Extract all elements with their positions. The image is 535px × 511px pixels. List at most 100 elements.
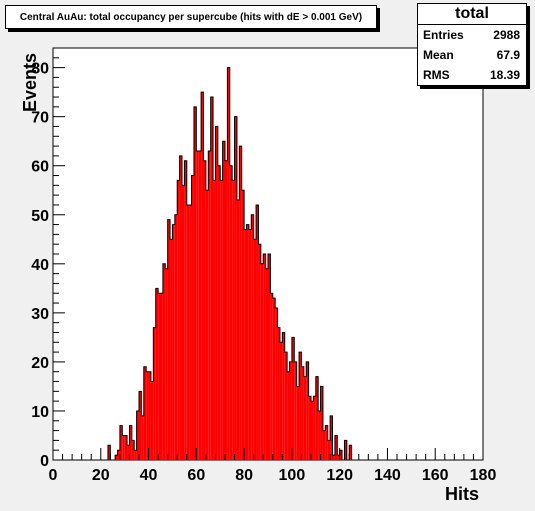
histogram-bar (289, 361, 292, 460)
stats-entries-label: Entries (423, 28, 464, 42)
histogram-bar (107, 445, 111, 460)
histogram-bar (327, 440, 331, 460)
histogram-bar (129, 425, 132, 460)
histogram-bar (220, 180, 223, 460)
histogram-bar (248, 229, 252, 460)
stats-row-entries: Entries 2988 (418, 25, 526, 45)
histogram-bar (270, 293, 273, 460)
histogram-bar (229, 165, 233, 460)
chart-title: Central AuAu: total occupancy per superc… (5, 5, 377, 29)
histogram-bar (198, 151, 202, 460)
histogram-bar (258, 244, 261, 460)
y-tick-label: 80 (31, 61, 49, 78)
histogram-bar (236, 200, 240, 461)
histogram-bar (189, 204, 192, 460)
histogram-bar (303, 376, 307, 460)
histogram-bar (122, 435, 125, 460)
histogram-bar (232, 180, 235, 460)
y-tick-label: 50 (31, 208, 49, 225)
histogram-bar (227, 67, 230, 460)
histogram-bar (167, 219, 171, 460)
histogram-bar (131, 440, 135, 460)
y-axis-title: Events (20, 52, 40, 112)
stats-entries-value: 2988 (493, 28, 520, 42)
histogram-bar (170, 239, 173, 460)
x-tick-label: 80 (235, 467, 253, 484)
histogram-bar (134, 450, 137, 460)
histogram-bar (294, 361, 297, 460)
histogram-bar (155, 288, 159, 460)
y-tick-label: 0 (40, 453, 49, 470)
histogram-bar (284, 352, 288, 460)
histogram-bar (143, 366, 147, 460)
y-tick-label: 10 (31, 404, 49, 421)
histogram-bar (272, 298, 276, 460)
histogram-bar (205, 190, 209, 460)
histogram-bar (315, 376, 319, 460)
x-tick-label: 0 (49, 467, 58, 484)
histogram-bar (306, 361, 309, 460)
histogram-bar (150, 381, 154, 460)
x-tick-label: 180 (470, 467, 497, 484)
stats-box: total Entries 2988 Mean 67.9 RMS 18.39 (417, 3, 527, 86)
stats-row-mean: Mean 67.9 (418, 45, 526, 65)
histogram-bar (179, 155, 182, 460)
stats-histogram-name: total (418, 4, 526, 25)
histogram-bar (263, 254, 266, 460)
histogram-bar (268, 254, 271, 460)
histogram-bar (215, 126, 218, 460)
histogram-bar (265, 268, 268, 460)
histogram-bar (115, 455, 118, 460)
histogram-outline (103, 67, 353, 461)
histogram-bar (332, 455, 335, 460)
histogram-bar (165, 268, 168, 460)
histogram-bar (311, 401, 314, 460)
histogram-bar (344, 440, 347, 460)
histogram-bar (275, 307, 278, 460)
histogram-bar (141, 415, 144, 460)
histogram-bar (330, 415, 333, 460)
histogram-bar (246, 224, 249, 460)
y-tick-label: 20 (31, 355, 49, 372)
histogram-bar (146, 371, 149, 460)
histogram-bar (177, 180, 180, 460)
x-tick-label: 40 (140, 467, 158, 484)
histogram-bar (158, 293, 161, 460)
histogram-bar (117, 450, 120, 460)
stats-rms-label: RMS (423, 68, 450, 82)
y-tick-label: 70 (31, 110, 49, 127)
histogram-bar (260, 263, 264, 460)
histogram-bar (308, 396, 311, 460)
histogram-bar (322, 430, 326, 460)
y-tick-label: 30 (31, 306, 49, 323)
y-tick-label: 60 (31, 159, 49, 176)
histogram-bar (325, 425, 328, 460)
histogram-bar (203, 160, 206, 461)
histogram-bar (201, 92, 204, 461)
histogram-bar (217, 165, 221, 460)
x-tick-label: 60 (187, 467, 205, 484)
histogram-bar (153, 327, 156, 460)
histogram-bar (186, 204, 190, 460)
x-tick-label: 160 (422, 467, 449, 484)
histogram-bar (184, 160, 187, 461)
histogram-bar (193, 106, 197, 460)
histogram-bar (139, 391, 142, 460)
histogram-bar (160, 293, 163, 460)
stats-mean-label: Mean (423, 48, 454, 62)
histogram-bar (291, 337, 295, 460)
x-tick-label: 120 (326, 467, 353, 484)
histogram-bar (239, 146, 242, 460)
histogram-bar (148, 371, 151, 460)
stats-mean-value: 67.9 (496, 48, 520, 62)
histogram-bar (334, 435, 338, 460)
histogram-bar (172, 224, 175, 460)
histogram-bar (208, 151, 211, 460)
histogram-bar (256, 204, 259, 460)
histogram-bar (222, 141, 225, 460)
histogram-bar (225, 160, 228, 461)
histogram-bar (287, 371, 290, 460)
histogram-bar (253, 239, 257, 460)
histogram-bar (349, 445, 352, 460)
